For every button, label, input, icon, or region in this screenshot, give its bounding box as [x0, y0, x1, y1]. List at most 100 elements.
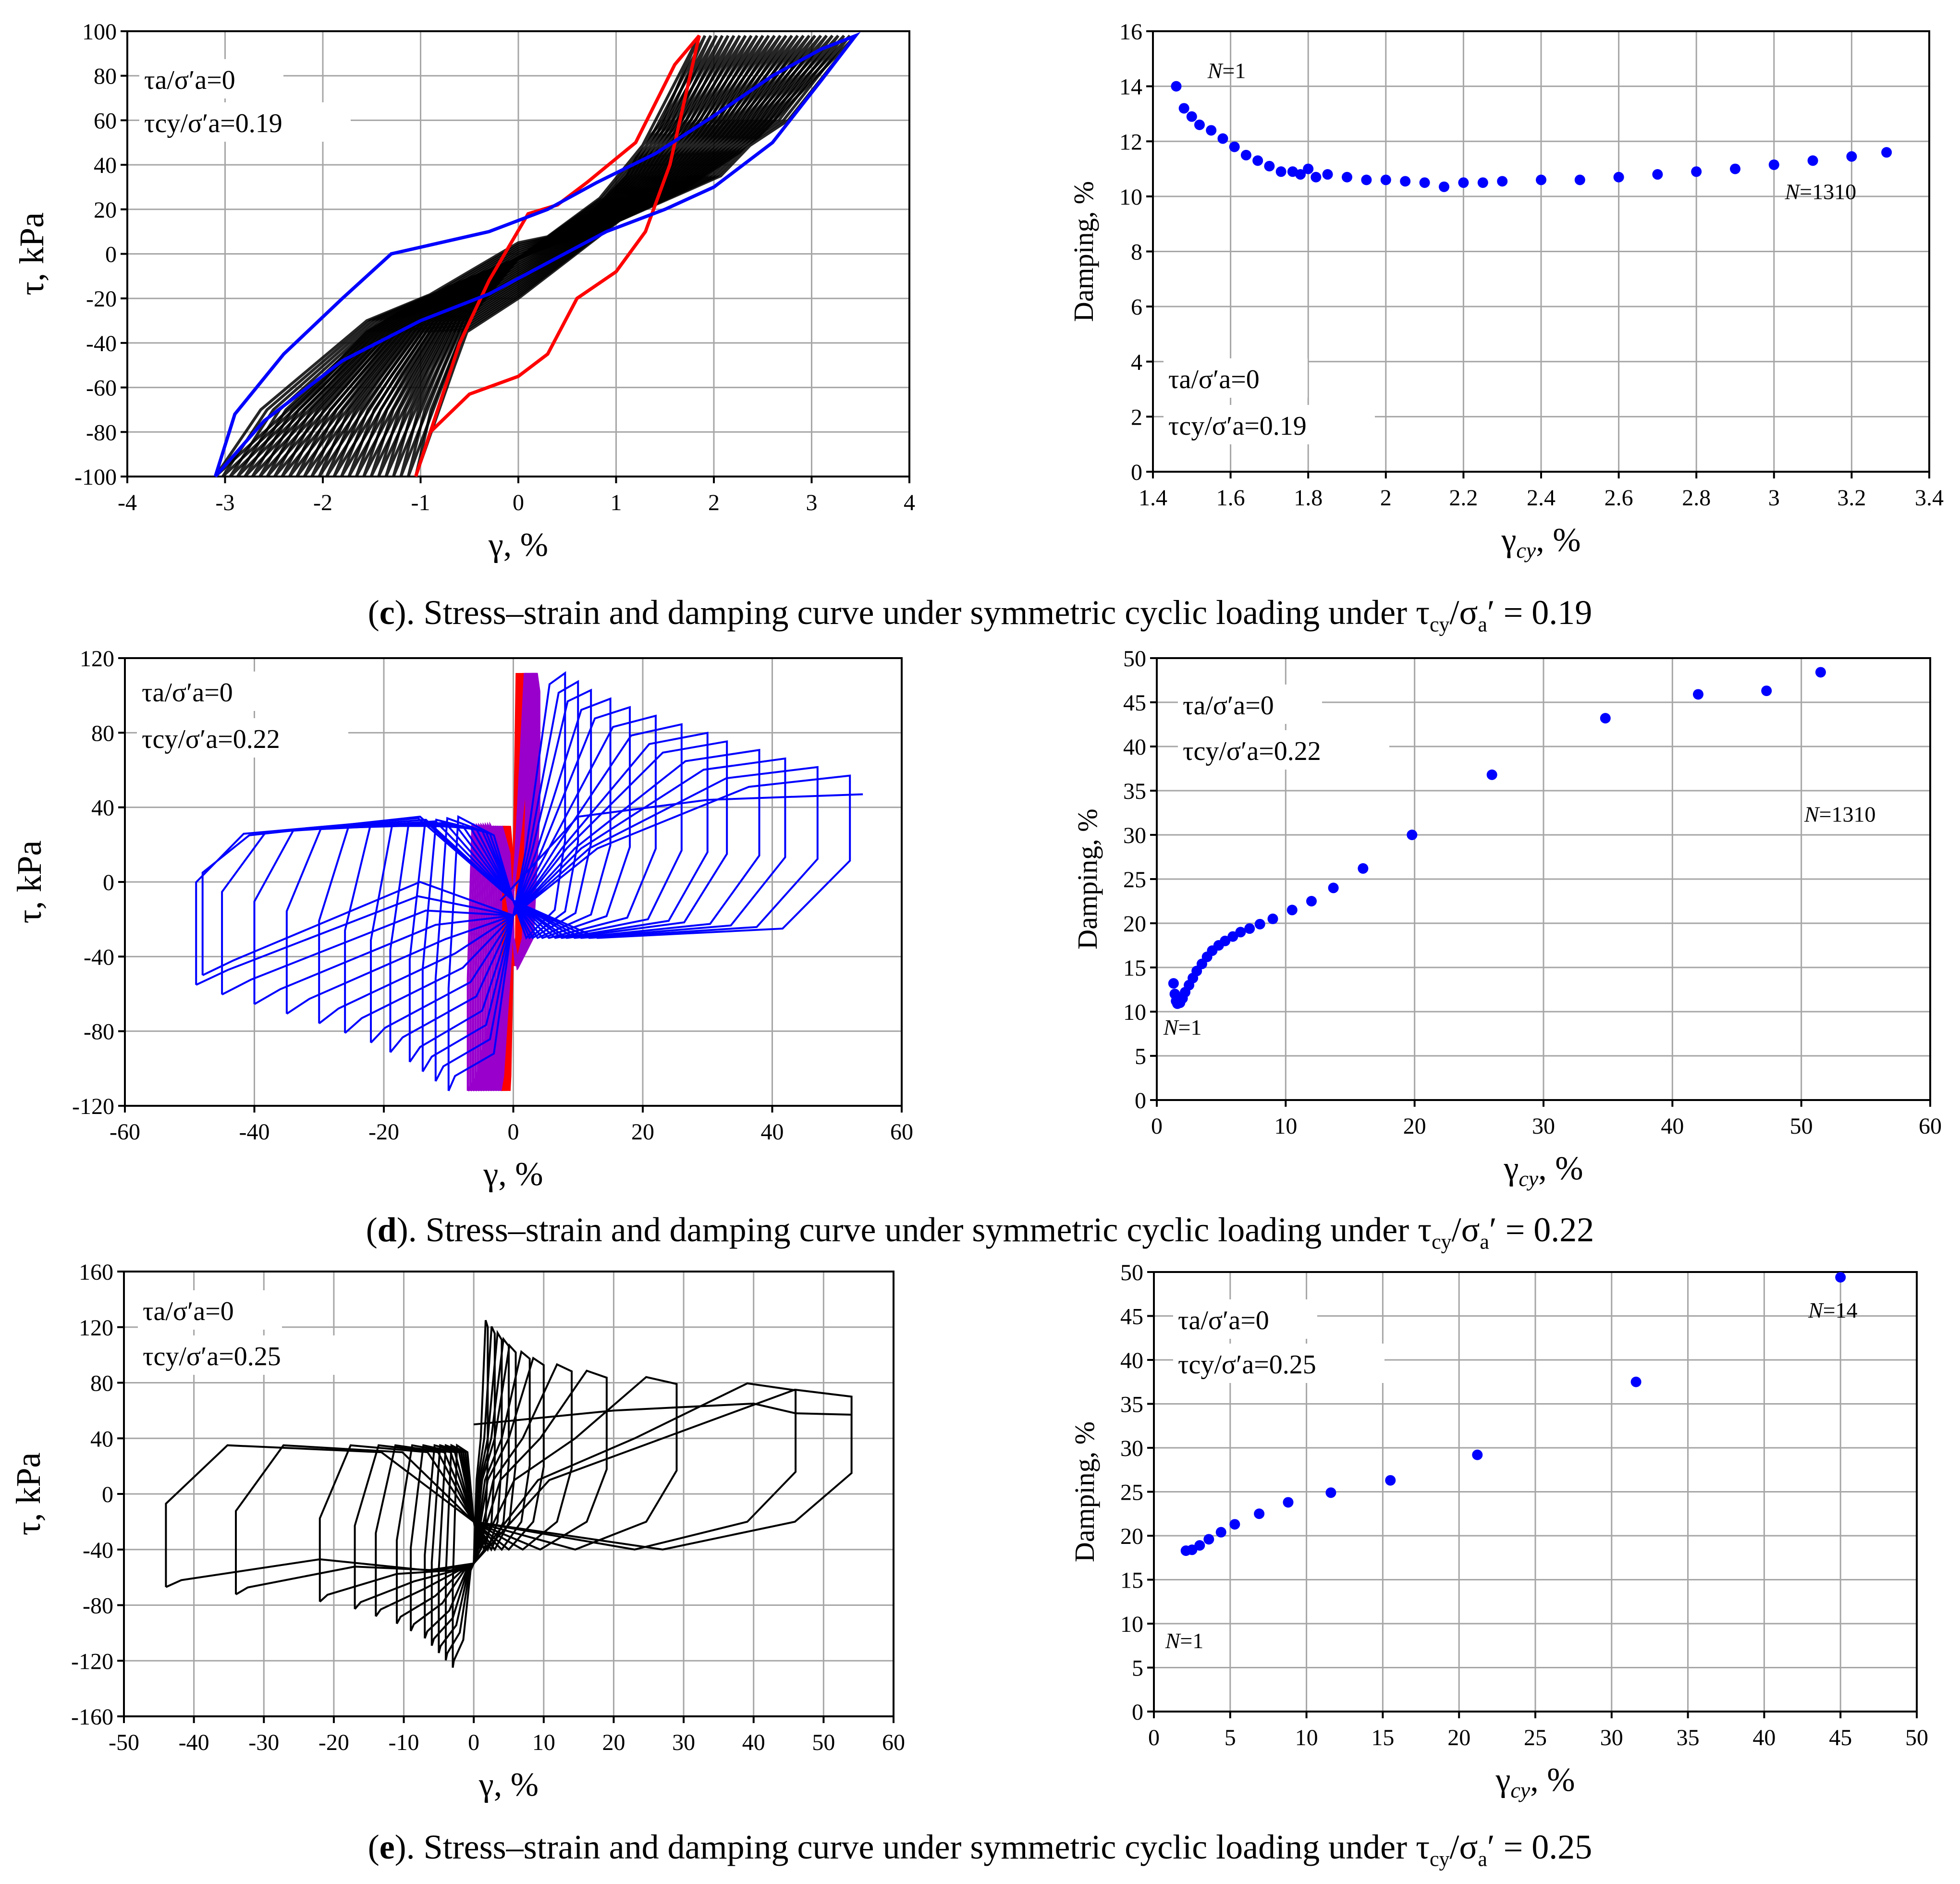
x-tick-label: 1 [611, 490, 622, 515]
data-point [1286, 905, 1298, 916]
x-tick-label: -10 [389, 1730, 419, 1755]
data-point [1252, 155, 1263, 166]
x-tick-label: 3 [806, 490, 818, 515]
caption-d-letter: d [377, 1211, 397, 1249]
y-tick-label: 16 [1119, 19, 1142, 45]
chart-c-stress: -4 -3 -2 -1 0 1 2 3 4 -100 -80 -60 -40 -20 0 20 40 60 80 10… [12, 19, 915, 563]
y-tick-label: -20 [86, 286, 117, 312]
data-point [1254, 1508, 1265, 1519]
x-tick-label: 15 [1371, 1725, 1394, 1750]
x-tick-label: 50 [812, 1730, 835, 1755]
data-point [1815, 667, 1826, 678]
x-tick-label: 30 [1600, 1725, 1623, 1750]
annotation-bg [137, 672, 281, 711]
y-tick-label: 0 [1131, 460, 1142, 485]
x-tick-label: -3 [216, 490, 235, 515]
data-point [1835, 1272, 1846, 1283]
data-point [1254, 918, 1265, 930]
annotation-text: τcy/σ′a=0.22 [1183, 736, 1321, 766]
final-cycle-line [500, 793, 863, 902]
annotation-text: τcy/σ′a=0.25 [143, 1342, 281, 1371]
y-tick-label: -80 [86, 420, 117, 445]
annotation-bg [138, 1335, 349, 1375]
annotation-text: τcy/σ′a=0.25 [1178, 1350, 1316, 1380]
annotation-bg [1178, 730, 1389, 770]
y-tick-label: 120 [79, 1315, 113, 1341]
y-tick-label: 0 [103, 870, 114, 895]
y-tick-label: 6 [1131, 294, 1142, 320]
x-tick-label: 20 [1403, 1113, 1426, 1139]
y-tick-label: 30 [1123, 823, 1146, 848]
cycle-loop [410, 1350, 531, 1632]
data-point [1194, 119, 1205, 130]
caption-c-tail: ′ = 0.19 [1487, 593, 1592, 632]
data-point [1691, 166, 1702, 177]
y-tick-label: 30 [1120, 1436, 1143, 1461]
data-point [1235, 927, 1246, 938]
data-point [1240, 149, 1251, 160]
y-axis-label: Damping, % [1069, 1421, 1100, 1562]
x-axis-label: γcy, % [1501, 522, 1580, 563]
y-tick-label: 14 [1119, 74, 1142, 100]
annotation-bg [1164, 405, 1375, 444]
annotation-bg [139, 59, 283, 98]
cycle-loop [377, 35, 828, 477]
x-axis-label: γcy, % [1503, 1150, 1583, 1191]
y-tick-label: 40 [91, 795, 114, 821]
x-tick-label: 30 [1532, 1113, 1555, 1139]
x-tick-label: 2.4 [1527, 485, 1556, 511]
x-tick-label: 20 [602, 1730, 625, 1755]
y-tick-label: 2 [1131, 404, 1142, 430]
annotation-bg [139, 102, 351, 142]
data-point [1419, 177, 1430, 188]
x-tick-label: 0 [508, 1119, 519, 1145]
chart-d-stress: -60 -40 -20 0 20 40 60 -120 -80 -40 0 40 80 120 γ, % τ,… [10, 646, 913, 1193]
y-tick-label: 0 [1132, 1700, 1143, 1725]
x-tick-label: 20 [631, 1119, 654, 1145]
x-tick-label: 40 [761, 1119, 784, 1145]
y-tick-label: -100 [74, 465, 117, 490]
data-point [1472, 1449, 1483, 1460]
annotation-text: τa/σ′a=0 [144, 65, 235, 95]
y-tick-label: 80 [94, 64, 117, 89]
y-tick-label: 0 [102, 1482, 113, 1507]
data-point [1768, 159, 1779, 170]
y-tick-label: 35 [1120, 1392, 1143, 1418]
data-point [1229, 1519, 1240, 1530]
x-tick-label: 50 [1905, 1725, 1928, 1750]
data-point [1630, 1376, 1642, 1387]
x-tick-label: 0 [1148, 1725, 1160, 1750]
x-tick-label: 1.6 [1216, 485, 1245, 511]
y-tick-label: 0 [105, 242, 117, 268]
y-tick-label: 50 [1120, 1260, 1143, 1285]
data-point [1267, 913, 1278, 924]
data-point [1203, 1534, 1214, 1545]
cycle-loop [452, 1320, 489, 1668]
y-axis-label: τ, kPa [9, 1453, 48, 1536]
y-tick-label: -120 [72, 1094, 114, 1119]
annotation-text: τa/σ′a=0 [1178, 1306, 1269, 1335]
data-point [1322, 169, 1333, 180]
data-point [1342, 171, 1352, 183]
cycle-loop [288, 35, 759, 477]
x-axis-label: γ, % [483, 1156, 543, 1193]
annotation-text: τcy/σ′a=0.22 [142, 724, 280, 754]
cycle-loop [318, 1376, 678, 1603]
data-point [1361, 174, 1372, 185]
y-tick-label: 100 [82, 19, 117, 45]
y-tick-label: 0 [1135, 1088, 1146, 1113]
data-point [1400, 176, 1411, 187]
chart-c-damping: 1.4 1.6 1.8 2 2.2 2.4 2.6 2.8 3 3.2 3.4 0 2 4 6 8 10 12 14… [1068, 19, 1944, 563]
x-tick-label: 0 [1151, 1113, 1163, 1139]
data-point [1439, 181, 1449, 192]
caption-e-tail: ′ = 0.25 [1487, 1828, 1592, 1866]
late-cycle-loop [253, 748, 760, 1005]
data-point [1194, 1540, 1205, 1551]
data-point [1600, 713, 1611, 724]
annotation-bg [137, 718, 348, 758]
caption-d-tail: ′ = 0.22 [1489, 1211, 1594, 1249]
annotation-bg [1164, 358, 1308, 398]
cycle-loop [354, 1370, 608, 1610]
chart-d-damping: 0 10 20 30 40 50 60 0 5 10 15 20 25 30 35 40 45 50 γcy, % D… [1072, 646, 1942, 1191]
x-tick-label: 3 [1768, 485, 1780, 511]
